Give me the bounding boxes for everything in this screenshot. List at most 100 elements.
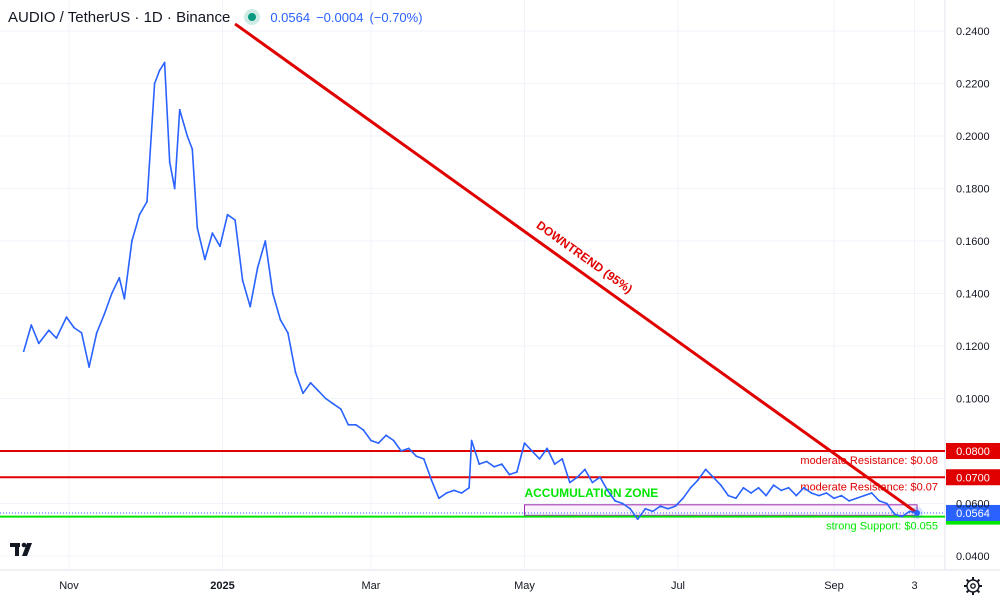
price-point bbox=[818, 494, 820, 497]
tradingview-logo-icon[interactable] bbox=[10, 540, 38, 560]
price-point bbox=[256, 266, 259, 269]
y-tick-label: 0.1400 bbox=[956, 289, 990, 301]
settings-gear-icon[interactable] bbox=[963, 576, 983, 596]
price-point bbox=[561, 457, 564, 460]
price-point bbox=[531, 450, 533, 452]
price-point bbox=[211, 232, 214, 235]
y-tick-label: 0.1200 bbox=[956, 341, 990, 353]
x-tick-label: Nov bbox=[59, 580, 79, 592]
price-point bbox=[614, 499, 616, 502]
accumulation-zone-label: ACCUMULATION ZONE bbox=[524, 486, 658, 500]
price-point bbox=[825, 492, 828, 494]
y-tick-label: 0.0400 bbox=[956, 551, 990, 563]
price-point bbox=[908, 510, 911, 513]
price-point bbox=[742, 486, 745, 489]
price-point bbox=[750, 492, 752, 494]
price-point bbox=[73, 326, 75, 329]
price-point bbox=[339, 408, 342, 410]
price-point bbox=[110, 292, 113, 295]
price-point bbox=[370, 439, 372, 442]
downtrend-line bbox=[234, 22, 918, 515]
price-point bbox=[795, 494, 798, 497]
price-point bbox=[30, 324, 33, 326]
price-point bbox=[757, 486, 760, 489]
level-price-badge-label: 0.0800 bbox=[956, 446, 990, 458]
price-point bbox=[294, 371, 297, 374]
price-point bbox=[468, 486, 471, 489]
price-point bbox=[196, 226, 199, 229]
price-point bbox=[103, 313, 106, 316]
y-tick-label: 0.2000 bbox=[956, 131, 990, 143]
price-point bbox=[682, 497, 684, 500]
price-point bbox=[138, 213, 141, 216]
level-label: moderate Resistance: $0.08 bbox=[800, 455, 938, 467]
price-point bbox=[689, 486, 692, 489]
price-point bbox=[780, 489, 783, 492]
price-point bbox=[241, 279, 244, 282]
price-series-line bbox=[22, 61, 918, 521]
accumulation-zone-box bbox=[523, 504, 918, 516]
price-change: −0.0004 bbox=[316, 9, 364, 25]
price-point bbox=[478, 463, 481, 466]
x-tick-label: Mar bbox=[361, 580, 380, 592]
y-tick-label: 0.0600 bbox=[956, 499, 990, 511]
price-point bbox=[385, 434, 387, 437]
price-point bbox=[697, 478, 700, 481]
price-point bbox=[500, 463, 503, 466]
price-point bbox=[219, 245, 221, 248]
price-series: 0.0564 bbox=[0, 61, 1000, 521]
price-point bbox=[583, 468, 586, 471]
y-tick-label: 0.1600 bbox=[956, 236, 990, 248]
price-point bbox=[146, 200, 148, 203]
price-point bbox=[158, 69, 161, 72]
price-point bbox=[163, 61, 166, 64]
y-axis: 0.2400 0.2200 0.2000 0.1800 0.1600 0.1400 0.12… bbox=[956, 26, 990, 563]
level-price-badge bbox=[946, 443, 1000, 459]
price-point bbox=[332, 402, 335, 405]
price-point bbox=[407, 447, 410, 450]
y-tick-label: 0.2400 bbox=[956, 26, 990, 38]
chart-header: AUDIO / TetherUS · 1D · Binance 0.0564 −… bbox=[8, 6, 423, 28]
price-point bbox=[324, 397, 327, 400]
price-point bbox=[400, 450, 403, 452]
price-point bbox=[523, 442, 526, 445]
price-point bbox=[249, 305, 252, 308]
price-point bbox=[599, 476, 601, 479]
price-point bbox=[704, 468, 707, 471]
price-point bbox=[893, 513, 896, 515]
last-price: 0.0564 bbox=[270, 9, 311, 25]
price-point bbox=[453, 489, 455, 492]
price-point bbox=[538, 457, 541, 460]
price-point bbox=[621, 502, 624, 505]
price-point bbox=[629, 507, 632, 510]
price-point bbox=[153, 82, 156, 85]
price-point bbox=[65, 316, 68, 319]
price-point bbox=[354, 423, 357, 426]
price-point bbox=[173, 187, 176, 190]
price-point bbox=[470, 439, 473, 442]
price-point bbox=[485, 460, 488, 463]
price-point bbox=[191, 148, 194, 151]
price-point bbox=[863, 494, 866, 497]
x-tick-label: 3 bbox=[911, 580, 917, 592]
price-point bbox=[855, 497, 858, 500]
trendline: DOWNTREND (95%) bbox=[234, 22, 918, 515]
price-point bbox=[95, 331, 98, 334]
price-point bbox=[37, 342, 40, 345]
price-point bbox=[712, 476, 715, 479]
x-tick-label: May bbox=[514, 580, 535, 592]
price-point bbox=[493, 465, 496, 468]
price-point bbox=[765, 494, 767, 497]
price-point bbox=[430, 478, 433, 481]
price-point bbox=[80, 331, 83, 334]
price-point bbox=[271, 292, 274, 295]
price-point bbox=[362, 429, 365, 431]
last-price-badge bbox=[946, 504, 1000, 521]
price-point bbox=[885, 502, 888, 505]
price-point bbox=[279, 318, 282, 321]
y-tick-label: 0.1800 bbox=[956, 184, 990, 196]
price-point bbox=[168, 161, 171, 164]
price-point bbox=[553, 463, 556, 466]
downtrend-label: DOWNTREND (95%) bbox=[534, 218, 635, 296]
